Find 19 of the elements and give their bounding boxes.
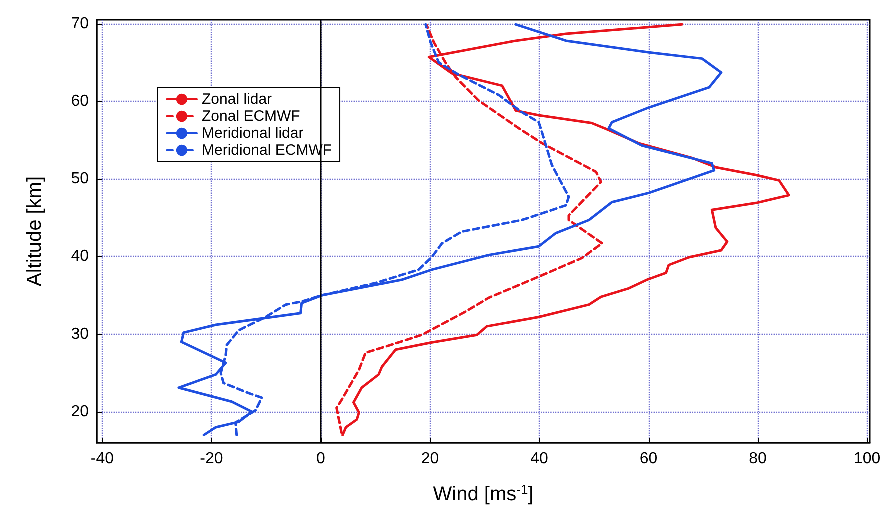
x-tick-label: 60 — [640, 450, 658, 468]
x-tick-label: 40 — [530, 450, 548, 468]
x-tick-label: 100 — [854, 450, 881, 468]
y-tick-label: 60 — [71, 92, 90, 110]
y-tick-label: 50 — [71, 170, 90, 188]
legend-label: Meridional lidar — [202, 125, 304, 142]
line-series — [178, 23, 723, 436]
y-tick-label: 30 — [71, 326, 90, 343]
legend-label: Zonal lidar — [202, 91, 272, 108]
x-tick-label: 20 — [421, 450, 440, 468]
x-tick-label: -40 — [90, 450, 114, 468]
x-tick-label: -20 — [200, 450, 224, 468]
x-tick-label: 80 — [749, 450, 768, 468]
y-tick-label: 40 — [71, 248, 90, 266]
x-tick-label: 0 — [316, 450, 326, 468]
y-tick-label: 20 — [71, 403, 90, 420]
y-tick-label: 70 — [71, 15, 90, 32]
legend-label: Zonal ECMWF — [202, 108, 300, 125]
y-axis-title: Altitude [km] — [24, 176, 46, 287]
